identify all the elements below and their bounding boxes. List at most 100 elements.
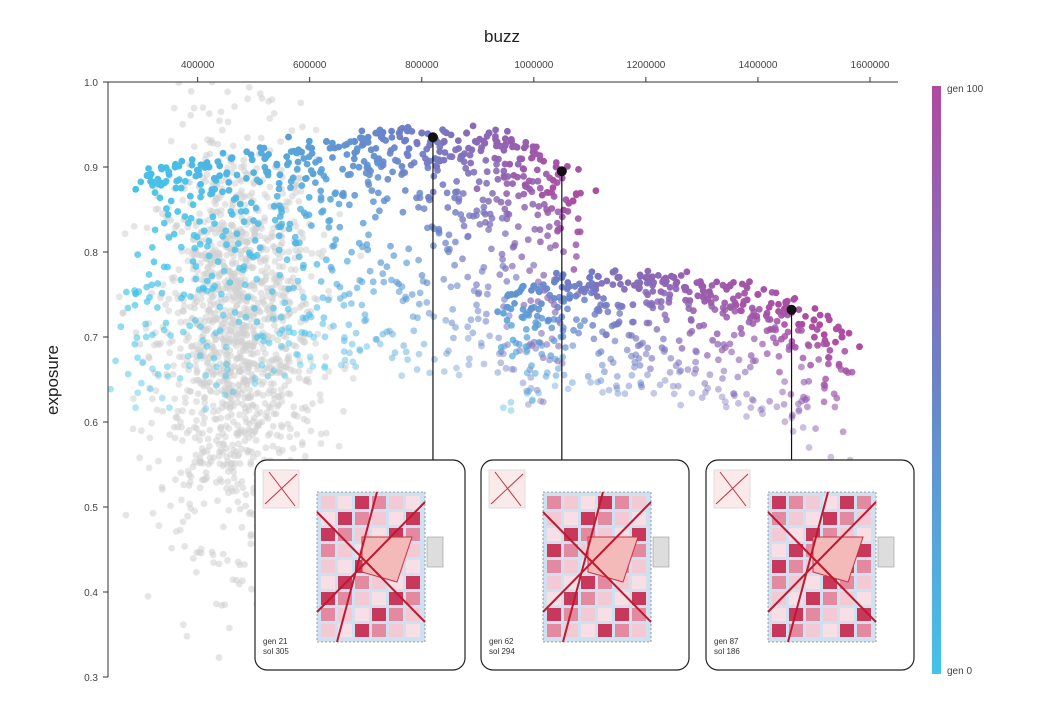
- background-point: [202, 177, 210, 185]
- evolution-point: [574, 215, 582, 223]
- evolution-point: [372, 129, 380, 137]
- evolution-point: [524, 236, 532, 244]
- background-point: [295, 198, 303, 205]
- evolution-point: [391, 144, 398, 152]
- evolution-point: [795, 407, 803, 415]
- evolution-point: [409, 313, 417, 320]
- evolution-point: [665, 295, 673, 302]
- background-point: [265, 358, 273, 366]
- evolution-point: [320, 172, 328, 180]
- evolution-point: [202, 405, 210, 413]
- background-point: [175, 82, 183, 86]
- evolution-point: [727, 304, 734, 311]
- evolution-point: [174, 208, 182, 215]
- evolution-point: [572, 241, 580, 249]
- background-point: [263, 409, 271, 416]
- evolution-point: [536, 184, 544, 192]
- evolution-point: [253, 251, 261, 259]
- building-block: [389, 496, 403, 509]
- evolution-point: [189, 258, 197, 265]
- background-point: [247, 459, 255, 466]
- evolution-point: [145, 271, 153, 278]
- background-point: [121, 230, 129, 238]
- selected-solution-marker[interactable]: [427, 132, 438, 143]
- background-point: [238, 337, 245, 344]
- evolution-point: [373, 336, 380, 343]
- evolution-point: [391, 349, 399, 357]
- evolution-point: [453, 178, 460, 185]
- evolution-point: [383, 263, 391, 271]
- evolution-point: [678, 345, 686, 352]
- evolution-point: [374, 159, 381, 167]
- background-point: [297, 187, 305, 195]
- background-point: [286, 390, 294, 398]
- evolution-point: [348, 248, 355, 256]
- evolution-point: [134, 389, 142, 397]
- evolution-point: [616, 310, 624, 317]
- evolution-point: [509, 143, 516, 151]
- evolution-point: [204, 243, 211, 250]
- evolution-point: [637, 381, 645, 389]
- background-point: [203, 171, 211, 178]
- background-point: [270, 321, 278, 329]
- evolution-point: [795, 320, 802, 328]
- background-point: [209, 261, 217, 268]
- evolution-point: [750, 308, 758, 316]
- background-point: [179, 196, 187, 204]
- background-point: [294, 174, 302, 182]
- background-point: [181, 302, 188, 310]
- background-point: [303, 377, 311, 385]
- evolution-point: [364, 246, 372, 254]
- evolution-point: [469, 329, 477, 337]
- evolution-point: [425, 309, 433, 317]
- background-point: [200, 500, 208, 508]
- evolution-point: [223, 241, 230, 249]
- evolution-point: [694, 292, 702, 300]
- background-point: [218, 177, 226, 185]
- x-tick-label: 400000: [181, 60, 215, 71]
- evolution-point: [775, 300, 782, 308]
- evolution-point: [523, 390, 531, 397]
- building-block: [372, 624, 386, 637]
- evolution-point: [448, 319, 456, 327]
- colorbar-gradient: [932, 86, 941, 674]
- evolution-point: [657, 288, 665, 295]
- background-point: [236, 561, 244, 569]
- evolution-point: [186, 322, 194, 330]
- evolution-point: [675, 337, 683, 344]
- evolution-point: [491, 154, 499, 162]
- evolution-point: [224, 366, 231, 373]
- background-point: [287, 366, 295, 373]
- background-point: [151, 369, 159, 377]
- evolution-point: [848, 368, 856, 376]
- evolution-point: [325, 224, 333, 231]
- selected-solution-marker[interactable]: [556, 166, 567, 177]
- selected-solution-marker[interactable]: [786, 304, 797, 315]
- evolution-point: [457, 152, 465, 160]
- background-point: [219, 440, 227, 447]
- evolution-point: [508, 262, 516, 270]
- evolution-point: [149, 181, 156, 189]
- background-point: [307, 427, 315, 435]
- evolution-point: [260, 337, 268, 345]
- building-block: [581, 496, 595, 509]
- evolution-point: [305, 137, 313, 145]
- background-point: [186, 478, 194, 486]
- background-point: [215, 654, 223, 661]
- evolution-point: [773, 403, 781, 411]
- evolution-point: [356, 346, 364, 353]
- evolution-point: [539, 398, 547, 406]
- evolution-point: [527, 297, 535, 304]
- evolution-point: [502, 364, 510, 372]
- evolution-point: [187, 293, 194, 300]
- evolution-point: [157, 182, 165, 189]
- background-point: [251, 428, 259, 436]
- evolution-point: [799, 424, 807, 431]
- building-block: [372, 608, 386, 621]
- evolution-point: [825, 354, 832, 361]
- evolution-point: [653, 326, 661, 333]
- building-block: [632, 608, 646, 621]
